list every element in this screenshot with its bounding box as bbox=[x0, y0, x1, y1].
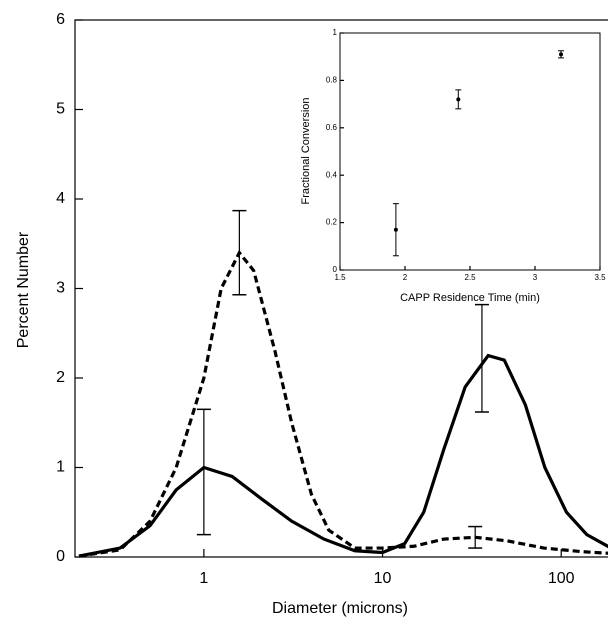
y-tick-label: 5 bbox=[56, 101, 65, 118]
x-tick-label: 2 bbox=[403, 273, 408, 282]
inset-x-axis-label: CAPP Residence Time (min) bbox=[400, 292, 540, 304]
y-axis-label: Percent Number bbox=[15, 231, 32, 348]
y-tick-label: 0 bbox=[333, 265, 338, 274]
x-tick-label: 100 bbox=[548, 570, 575, 587]
x-tick-label: 3 bbox=[533, 273, 538, 282]
x-tick-label: 1.5 bbox=[334, 273, 346, 282]
data-point bbox=[559, 52, 563, 57]
error-bar bbox=[196, 408, 211, 536]
y-tick-label: 0 bbox=[56, 548, 65, 565]
y-tick-label: 0.4 bbox=[326, 170, 338, 179]
inset-y-axis-label: Fractional Conversion bbox=[300, 98, 312, 205]
y-tick-label: 2 bbox=[56, 369, 65, 386]
y-tick-label: 0.8 bbox=[326, 76, 338, 85]
error-bar bbox=[474, 303, 489, 413]
data-line bbox=[78, 249, 608, 558]
y-tick-label: 0.2 bbox=[326, 218, 338, 227]
x-axis-label: Diameter (microns) bbox=[272, 600, 408, 617]
data-line bbox=[78, 353, 608, 558]
y-tick-label: 1 bbox=[333, 28, 338, 37]
y-tick-label: 6 bbox=[56, 11, 65, 28]
error-bar bbox=[468, 525, 483, 549]
x-tick-label: 3.5 bbox=[594, 273, 606, 282]
data-point bbox=[393, 227, 398, 232]
x-tick-label: 2.5 bbox=[464, 273, 476, 282]
y-tick-label: 4 bbox=[56, 190, 65, 207]
y-tick-label: 0.6 bbox=[326, 123, 338, 132]
x-tick-label: 1 bbox=[199, 570, 208, 587]
inset-frame bbox=[339, 32, 601, 271]
error-bar bbox=[232, 209, 247, 296]
y-tick-label: 3 bbox=[56, 280, 65, 297]
y-tick-label: 1 bbox=[56, 459, 65, 476]
data-point bbox=[456, 97, 461, 102]
x-tick-label: 10 bbox=[374, 570, 392, 587]
